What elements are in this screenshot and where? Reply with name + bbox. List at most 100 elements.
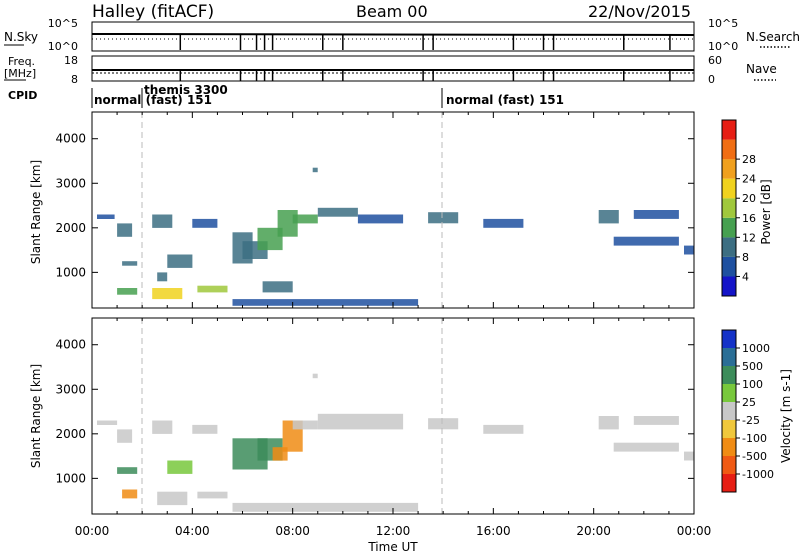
colorbar-swatch — [722, 139, 736, 160]
y-tick-label: 4000 — [55, 132, 86, 146]
freq-panel: 18 8 60 0 Freq. [MHz] Nave — [4, 54, 777, 86]
colorbar-tick-label: 24 — [742, 173, 756, 186]
colorbar-frame — [721, 119, 737, 297]
colorbar-swatch — [722, 256, 736, 277]
x-tick-label: 04:00 — [175, 524, 210, 538]
power-colorbar: 4 8 12 16 20 24 28 — [721, 119, 756, 297]
power-colorbar-label: Power [dB] — [759, 179, 773, 244]
nsearch-tick-bottom: 10^0 — [708, 40, 738, 53]
data-cell — [483, 424, 524, 434]
velocity-colorbar-label: Velocity [m s-1] — [779, 369, 793, 463]
velocity-data-cells — [97, 373, 694, 512]
data-cell — [152, 288, 183, 300]
data-cell — [157, 491, 188, 506]
data-cell — [167, 460, 193, 474]
data-cell — [312, 167, 318, 173]
radar-title: Halley (fitACF) — [92, 2, 214, 22]
power-x-ticks — [91, 112, 695, 308]
colorbar-tick-label: 500 — [742, 360, 763, 373]
nsky-line — [91, 33, 695, 36]
freq-tick-bottom: 8 — [71, 73, 78, 86]
freq-label-2: [MHz] — [4, 67, 36, 80]
data-cell — [428, 212, 459, 224]
data-cell — [633, 210, 679, 219]
power-data-cells — [97, 167, 694, 306]
data-cell — [232, 299, 419, 306]
data-cell — [157, 272, 168, 282]
data-cell — [598, 416, 619, 430]
data-cell — [357, 214, 404, 224]
x-axis-label: Time UT — [367, 540, 418, 554]
colorbar-swatch — [722, 456, 736, 474]
y-tick-label: 2000 — [55, 221, 86, 235]
colorbar-swatch — [722, 159, 736, 179]
colorbar-swatch — [722, 276, 736, 296]
data-cell — [428, 418, 459, 430]
data-cell — [684, 245, 694, 255]
colorbar-frame — [721, 329, 737, 493]
data-cell — [117, 429, 133, 443]
colorbar-swatch — [722, 178, 736, 199]
velocity-y-ticks: 1000 2000 3000 4000 — [55, 338, 694, 485]
x-tick-labels: 00:00 04:00 08:00 12:00 16:00 20:00 00:00 — [75, 524, 712, 538]
nsearch-tick-top: 10^5 — [708, 17, 738, 30]
x-tick-label: 20:00 — [576, 524, 611, 538]
data-cell — [292, 214, 318, 224]
data-cell — [292, 420, 318, 430]
data-cell — [317, 413, 404, 430]
data-cell — [277, 210, 298, 237]
data-cell — [97, 214, 115, 219]
data-cell — [122, 489, 138, 499]
velocity-x-ticks — [91, 318, 695, 514]
nsky-frame — [91, 21, 695, 52]
nsky-tick-top: 10^5 — [48, 17, 78, 30]
cpid-panel: CPID normal (fast) 151 themis 3300 norma… — [8, 83, 564, 108]
y-tick-label: 4000 — [55, 338, 86, 352]
x-tick-label: 16:00 — [476, 524, 511, 538]
date-title: 22/Nov/2015 — [588, 2, 691, 21]
y-tick-label: 1000 — [55, 471, 86, 485]
nsky-trace — [91, 33, 695, 50]
velocity-colorbar: -1000 -500 -100 -25 25 100 500 1000 — [721, 329, 774, 493]
data-cell — [167, 254, 193, 268]
power-ylabel: Slant Range [km] — [29, 160, 43, 264]
data-cell — [312, 373, 318, 379]
power-panel: 1000 2000 3000 4000 Slant Range [km] 4 8 12 16… — [29, 111, 773, 309]
colorbar-swatch — [722, 438, 736, 456]
freq-frame — [91, 55, 695, 82]
y-tick-label: 1000 — [55, 265, 86, 279]
power-y-ticks: 1000 2000 3000 4000 — [55, 132, 694, 279]
nsky-panel: 10^5 10^0 10^5 10^0 N.Sky N.Search — [4, 17, 800, 53]
data-cell — [192, 424, 218, 434]
nsky-label: N.Sky — [4, 30, 38, 44]
colorbar-tick-label: -1000 — [742, 468, 774, 481]
y-tick-label: 3000 — [55, 176, 86, 190]
data-cell — [197, 285, 228, 293]
data-cell — [633, 416, 679, 425]
colorbar-tick-label: 1000 — [742, 342, 770, 355]
data-cell — [257, 227, 283, 251]
colorbar-swatch — [722, 217, 736, 238]
data-cell — [684, 451, 694, 461]
x-tick-label: 00:00 — [677, 524, 712, 538]
colorbar-swatch — [722, 474, 736, 492]
data-cell — [117, 223, 133, 237]
data-cell — [197, 491, 228, 499]
freq-label-1: Freq. — [8, 55, 35, 68]
data-cell — [192, 218, 218, 228]
colorbar-tick-label: -25 — [742, 414, 760, 427]
nsearch-label: N.Search — [746, 30, 800, 44]
colorbar-tick-label: 28 — [742, 153, 756, 166]
colorbar-swatch — [722, 330, 736, 348]
beam-title: Beam 00 — [356, 2, 428, 21]
colorbar-tick-label: 12 — [742, 231, 756, 244]
cpid-segment-3: normal (fast) 151 — [446, 93, 564, 107]
cpid-segment-1: normal (fast) 151 — [94, 93, 212, 107]
cpid-label: CPID — [8, 89, 37, 102]
colorbar-tick-label: 4 — [742, 270, 749, 283]
data-cell — [152, 214, 173, 228]
x-tick-label: 00:00 — [75, 524, 110, 538]
data-cell — [122, 261, 138, 266]
colorbar-swatch — [722, 348, 736, 366]
